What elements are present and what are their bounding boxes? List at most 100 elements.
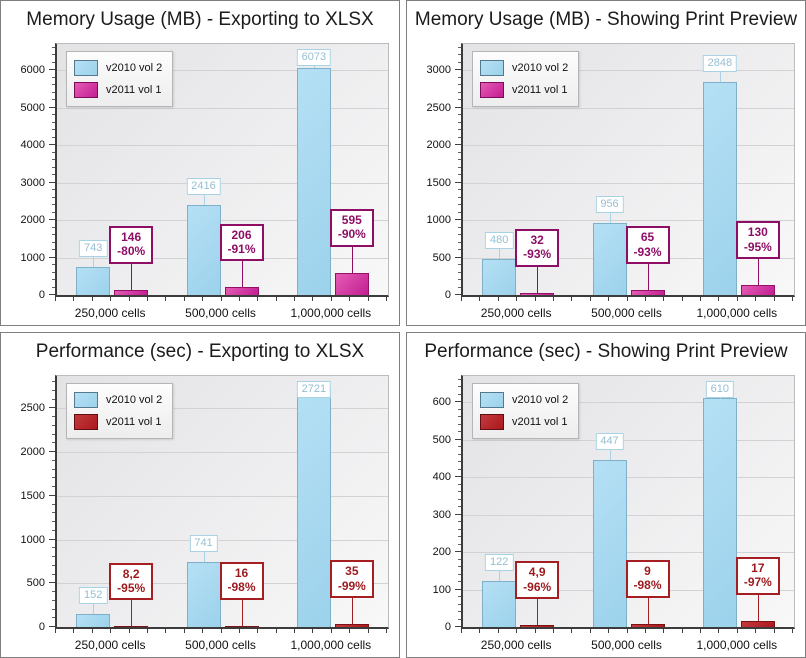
y-minor-tick [458,596,461,598]
legend-swatch-blue [74,60,98,76]
y-tick-label: 300 [432,508,451,521]
x-tick [571,297,573,301]
bar-blue [592,459,627,627]
legend-row: v2010 vol 2 [480,389,568,411]
y-minor-tick [458,234,461,236]
y-minor-tick [458,84,461,86]
x-tick [330,297,332,301]
y-minor-tick [458,611,461,612]
value-label: 17 -97% [735,556,780,595]
y-minor-tick [458,166,461,168]
percent-line: -93% [523,247,552,262]
y-major-tick [455,294,461,295]
y-minor-tick [52,54,55,56]
y-minor-tick [52,151,55,153]
value-line: 130 [747,225,768,240]
y-minor-tick [458,573,461,575]
legend-series-name: v2011 vol 1 [512,84,568,96]
y-minor-tick [458,461,461,463]
value-line: 16 [234,565,249,580]
value-connector [757,594,759,621]
x-category-label: 250,000 cells [74,306,146,320]
x-tick [589,629,591,633]
y-major-tick [455,401,461,403]
value-line: 595 [341,212,362,227]
bar-magenta [630,290,665,295]
y-minor-tick [52,617,55,619]
y-minor-tick [52,556,55,558]
y-minor-tick [458,566,461,568]
legend-series-name: v2010 vol 2 [512,62,569,74]
y-tick-label: 3000 [20,176,45,189]
y-major-tick [49,294,55,295]
y-minor-tick [458,151,461,153]
bar-blue [592,223,627,295]
value-connector [313,66,315,68]
y-minor-tick [458,468,461,470]
value-label: 447 [595,432,624,450]
x-tick [755,297,757,301]
y-minor-tick [458,491,461,493]
y-minor-tick [52,271,55,273]
gridline [57,107,388,109]
value-connector [499,249,501,260]
bar-blue [702,81,737,295]
x-tick [608,297,610,301]
value-label: 610 [705,381,735,398]
x-tick [681,297,683,301]
value-connector [203,552,205,563]
x-tick [497,629,499,633]
x-tick [386,297,387,301]
x-tick [571,629,573,633]
gridline [57,182,388,184]
x-tick [312,297,314,301]
value-label: 6073 [296,49,332,66]
y-minor-tick [52,279,55,280]
y-major-tick [455,626,461,627]
percent-line: -93% [633,244,662,259]
x-tick [275,629,277,633]
x-tick [349,629,351,633]
bar-blue [186,562,221,627]
x-tick [663,629,665,633]
value-connector [499,571,501,582]
value-label: 152 [78,586,108,604]
y-major-tick [49,626,55,627]
chart-panel-performance-export-xlsx: Performance (sec) - Exporting to XLSX 0 5… [0,332,400,658]
y-tick-label: 3000 [426,64,451,77]
y-minor-tick [52,486,55,488]
legend-swatch-blue [74,392,98,408]
gridline [463,439,794,441]
y-tick-label: 100 [432,583,451,596]
bar-blue [702,398,737,627]
y-minor-tick [52,84,55,86]
y-minor-tick [52,442,55,444]
y-major-tick [455,551,461,553]
x-tick [644,297,646,301]
y-minor-tick [52,503,55,505]
x-category-label: 250,000 cells [74,638,146,652]
y-minor-tick [52,564,55,566]
x-tick [220,629,222,633]
y-axis: 0 500 1000 1500 2000 2500 3000 [407,43,461,301]
legend-series-name: v2010 vol 2 [106,394,163,406]
y-minor-tick [52,608,55,610]
y-minor-tick [52,433,55,435]
x-axis: 250,000 cells 500,000 cells 1,000,000 cell… [461,629,795,657]
y-minor-tick [458,506,461,508]
x-tick [718,297,720,301]
x-tick [73,629,75,633]
chart-body: 0 100 200 300 400 500 600 122 4,9 -96% 447 9 -98% 61… [407,369,805,657]
chart-title: Memory Usage (MB) - Showing Print Previe… [414,9,798,30]
y-minor-tick [458,528,461,530]
y-tick-label: 1500 [20,489,45,502]
x-tick [367,629,369,633]
x-tick [183,297,185,301]
y-minor-tick [52,264,55,266]
y-major-tick [49,407,55,409]
percent-line: -90% [337,227,366,242]
value-connector [719,71,721,82]
plot-area: 122 4,9 -96% 447 9 -98% 610 17 -97% v2010 vol 2 v2… [461,375,795,629]
y-minor-tick [52,136,55,138]
x-category-label: 500,000 cells [185,638,256,652]
